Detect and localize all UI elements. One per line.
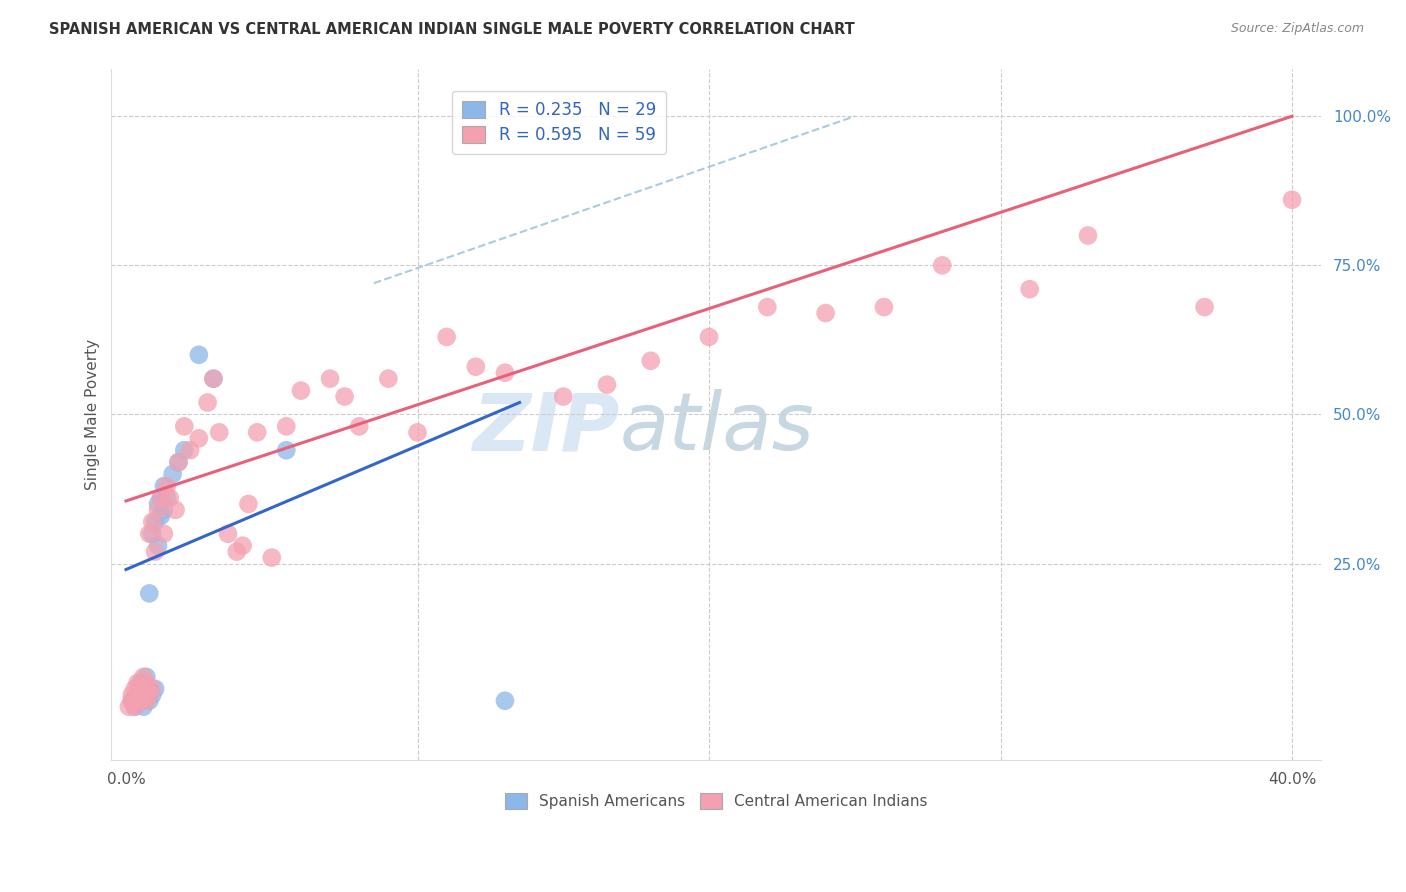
Point — [217, 526, 239, 541]
Point — [124, 699, 146, 714]
Point — [153, 503, 176, 517]
Y-axis label: Single Male Poverty: Single Male Poverty — [86, 339, 100, 490]
Point — [814, 306, 837, 320]
Point — [187, 431, 209, 445]
Point — [146, 497, 169, 511]
Point — [135, 670, 157, 684]
Point — [162, 467, 184, 481]
Point — [464, 359, 486, 374]
Point — [118, 699, 141, 714]
Point — [141, 681, 163, 696]
Text: atlas: atlas — [620, 389, 814, 467]
Point — [127, 676, 149, 690]
Point — [238, 497, 260, 511]
Point — [132, 699, 155, 714]
Point — [173, 419, 195, 434]
Point — [290, 384, 312, 398]
Point — [138, 586, 160, 600]
Point — [197, 395, 219, 409]
Point — [319, 372, 342, 386]
Point — [225, 544, 247, 558]
Point — [138, 681, 160, 696]
Point — [187, 348, 209, 362]
Point — [377, 372, 399, 386]
Point — [129, 694, 152, 708]
Point — [596, 377, 619, 392]
Point — [135, 694, 157, 708]
Point — [640, 353, 662, 368]
Point — [143, 681, 166, 696]
Point — [153, 526, 176, 541]
Point — [202, 372, 225, 386]
Point — [129, 681, 152, 696]
Text: SPANISH AMERICAN VS CENTRAL AMERICAN INDIAN SINGLE MALE POVERTY CORRELATION CHAR: SPANISH AMERICAN VS CENTRAL AMERICAN IND… — [49, 22, 855, 37]
Point — [129, 694, 152, 708]
Point — [149, 491, 172, 505]
Point — [276, 443, 298, 458]
Point — [138, 688, 160, 702]
Point — [153, 479, 176, 493]
Point — [232, 539, 254, 553]
Point — [167, 455, 190, 469]
Point — [202, 372, 225, 386]
Point — [697, 330, 720, 344]
Point — [149, 508, 172, 523]
Point — [156, 491, 179, 505]
Point — [127, 688, 149, 702]
Point — [494, 694, 516, 708]
Point — [146, 539, 169, 553]
Point — [494, 366, 516, 380]
Point — [146, 503, 169, 517]
Point — [246, 425, 269, 440]
Point — [121, 694, 143, 708]
Text: ZIP: ZIP — [472, 389, 620, 467]
Point — [553, 390, 575, 404]
Legend: Spanish Americans, Central American Indians: Spanish Americans, Central American Indi… — [499, 787, 934, 815]
Point — [173, 443, 195, 458]
Point — [121, 694, 143, 708]
Point — [347, 419, 370, 434]
Point — [138, 694, 160, 708]
Point — [159, 491, 181, 505]
Point — [141, 515, 163, 529]
Point — [1018, 282, 1040, 296]
Point — [135, 676, 157, 690]
Point — [141, 688, 163, 702]
Point — [276, 419, 298, 434]
Point — [132, 670, 155, 684]
Point — [1281, 193, 1303, 207]
Point — [333, 390, 356, 404]
Point — [132, 688, 155, 702]
Point — [179, 443, 201, 458]
Point — [138, 526, 160, 541]
Point — [260, 550, 283, 565]
Point — [1194, 300, 1216, 314]
Point — [124, 681, 146, 696]
Point — [143, 515, 166, 529]
Point — [208, 425, 231, 440]
Point — [124, 699, 146, 714]
Point — [121, 688, 143, 702]
Point — [141, 526, 163, 541]
Point — [129, 676, 152, 690]
Point — [156, 479, 179, 493]
Point — [931, 258, 953, 272]
Point — [143, 544, 166, 558]
Point — [1077, 228, 1099, 243]
Point — [149, 491, 172, 505]
Text: Source: ZipAtlas.com: Source: ZipAtlas.com — [1230, 22, 1364, 36]
Point — [406, 425, 429, 440]
Point — [873, 300, 896, 314]
Point — [127, 694, 149, 708]
Point — [165, 503, 187, 517]
Point — [756, 300, 779, 314]
Point — [436, 330, 458, 344]
Point — [167, 455, 190, 469]
Point — [135, 688, 157, 702]
